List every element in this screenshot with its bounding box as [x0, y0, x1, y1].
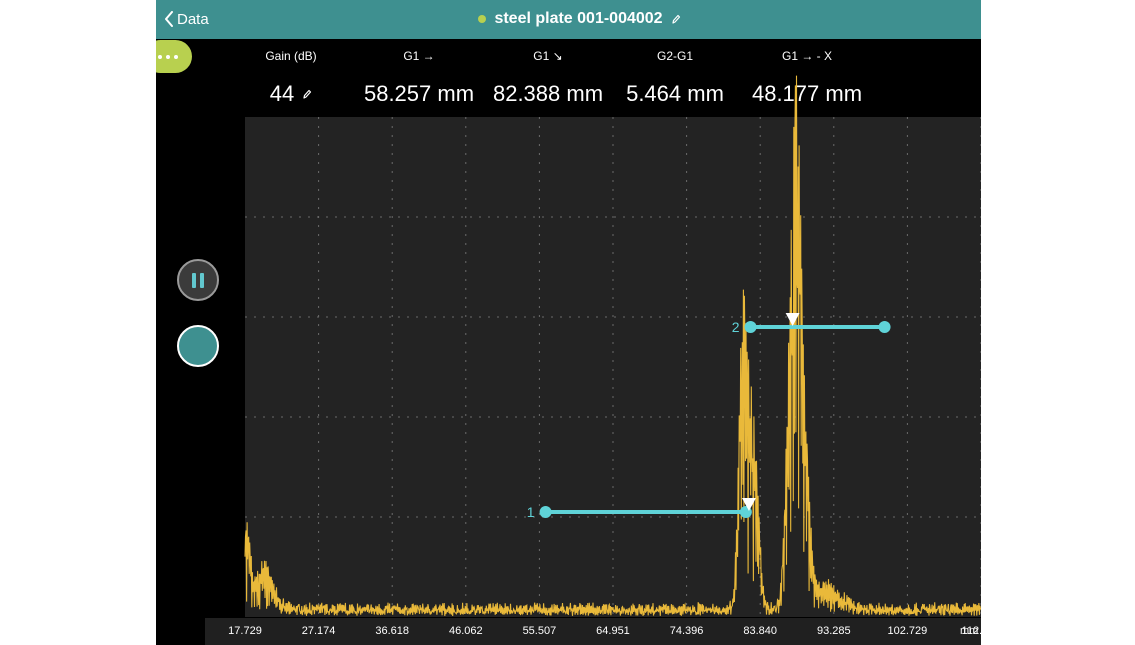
chevron-left-icon [165, 11, 173, 27]
ascan-plot-area [245, 117, 981, 617]
gate-2-end-handle[interactable] [878, 321, 891, 333]
g1-start-label: G1 → [403, 49, 435, 63]
x-axis-unit: mm [960, 625, 979, 637]
measurement-g1-minus-x: G1 → - X 48.177 mm [740, 48, 874, 107]
ascan-chart: 12 [244, 75, 981, 617]
gate-1-label: 1 [527, 504, 535, 520]
back-button[interactable]: Data [164, 8, 209, 30]
top-bar: Data steel plate 001-004002 [156, 0, 981, 39]
more-dots-icon[interactable] [156, 40, 192, 73]
gate-2-peak-marker [785, 313, 800, 326]
x-axis [205, 618, 981, 645]
page-title: steel plate 001-004002 [494, 10, 663, 27]
gate-1-peak-marker [741, 498, 756, 511]
measurement-g2-g1: G2-G1 5.464 mm [618, 48, 732, 107]
g1-peak-label: G1 ↘ [533, 49, 563, 63]
status-dot [478, 15, 487, 23]
app-window: Data steel plate 001-004002 Gain (dB) 44… [156, 0, 981, 645]
g1-minus-x-value: 48.177 mm [751, 81, 863, 106]
gate-2-start-handle[interactable] [744, 321, 757, 333]
g1-start-value: 58.257 mm [363, 81, 475, 106]
pencil-icon[interactable] [302, 88, 312, 100]
measurement-gain: Gain (dB) 44 [254, 48, 328, 107]
gain-label: Gain (dB) [265, 49, 317, 63]
x-tick-label: 55.507 [522, 625, 557, 637]
g1-minus-x-label: G1 → - X [781, 49, 832, 63]
x-tick-label: 27.174 [301, 625, 336, 637]
back-label: Data [177, 10, 209, 28]
gate-1-start-handle[interactable] [539, 506, 552, 518]
g2-g1-value: 5.464 mm [626, 81, 724, 106]
signal-trace [244, 75, 981, 617]
x-tick-label: 17.729 [228, 625, 262, 637]
gate-2-label: 2 [732, 319, 740, 335]
g2-g1-label: G2-G1 [656, 49, 693, 63]
x-tick-label: 112.174 [961, 625, 981, 637]
record-icon[interactable] [177, 325, 219, 367]
x-tick-label: 83.840 [743, 625, 778, 637]
gain-value[interactable]: 44 [269, 81, 295, 106]
x-tick-label: 74.396 [669, 625, 704, 637]
g1-peak-value: 82.388 mm [492, 81, 604, 106]
pause-icon[interactable] [177, 259, 219, 301]
measurement-g1-peak: G1 ↘ 82.388 mm [486, 48, 610, 107]
x-tick-label: 36.618 [375, 625, 410, 637]
pencil-icon[interactable] [671, 13, 681, 25]
x-tick-label: 102.729 [887, 625, 928, 637]
title-area: steel plate 001-004002 [156, 8, 981, 30]
x-tick-label: 93.285 [816, 625, 851, 637]
x-tick-label: 64.951 [596, 625, 630, 637]
measurement-g1-start: G1 → 58.257 mm [358, 48, 480, 107]
x-tick-label: 46.062 [448, 625, 483, 637]
